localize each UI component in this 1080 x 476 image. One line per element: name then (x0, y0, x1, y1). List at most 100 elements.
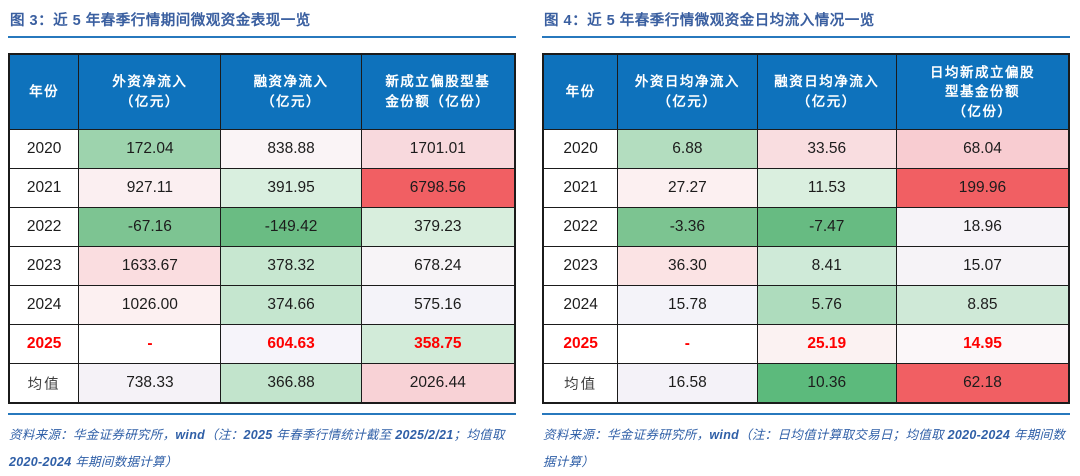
value-cell: 11.53 (756, 168, 897, 208)
table-row: 2025-25.19 14.95 (542, 324, 1070, 364)
column-header: 年份 (542, 53, 619, 130)
value-cell: 1701.01 (360, 129, 516, 169)
figure-4-table: 年份 外资日均净流入 （亿元） 融资日均净流入 （亿元） 日均新成立偏股 型基金份额 … (542, 53, 1070, 404)
source-note-text: （注： (205, 428, 244, 442)
figure-3-table-body: 2020 172.04 838.88 1701.01 2021 927.11 391.95 6… (8, 129, 516, 404)
table-row: 2023 36.30 8.41 15.07 (542, 246, 1070, 286)
value-cell: 5.76 (756, 285, 897, 325)
year-cell: 2025 (542, 324, 619, 364)
figure-3-title: 图 3：近 5 年春季行情期间微观资金表现一览 (8, 7, 516, 38)
value-cell: 199.96 (895, 168, 1070, 208)
table-row: 均值 738.33 366.88 2026.44 (8, 363, 516, 404)
source-note-text: 2025/2/21 (395, 428, 454, 442)
value-cell: 379.23 (360, 207, 516, 247)
column-header: 新成立偏股型基 金份额（亿份） (360, 53, 516, 130)
figure-4-title: 图 4：近 5 年春季行情微观资金日均流入情况一览 (542, 7, 1070, 38)
value-cell: 391.95 (220, 168, 362, 208)
year-cell: 2022 (8, 207, 80, 247)
year-cell: 2023 (542, 246, 619, 286)
value-cell: 8.41 (756, 246, 897, 286)
value-cell: 62.18 (895, 363, 1070, 404)
source-note-text: wind (175, 428, 206, 442)
table-row: 均值 16.58 10.36 62.18 (542, 363, 1070, 404)
year-cell: 2022 (542, 207, 619, 247)
source-note-text: 资料来源：华金证券研究所， (543, 428, 710, 442)
value-cell: 36.30 (617, 246, 758, 286)
value-cell: -67.16 (78, 207, 222, 247)
header-row: 年份 外资净流入 （亿元） 融资净流入 （亿元） 新成立偏股型基 金份额（亿份） (8, 53, 516, 130)
value-cell: 838.88 (220, 129, 362, 169)
table-row: 2023 1633.67 378.32 678.24 (8, 246, 516, 286)
value-cell: -149.42 (220, 207, 362, 247)
table-row: 2022 -3.36 -7.47 18.96 (542, 207, 1070, 247)
table-row: 2024 15.78 5.76 8.85 (542, 285, 1070, 325)
figure-3-panel: 图 3：近 5 年春季行情期间微观资金表现一览 年份 外资净流入 （亿元） 融资净流… (8, 7, 516, 476)
year-cell: 均值 (542, 363, 619, 404)
source-note-text: 年期间数据计算） (543, 428, 1066, 469)
source-note-text: 年期间数据计算） (71, 454, 178, 469)
year-cell: 2021 (542, 168, 619, 208)
value-cell: 8.85 (895, 285, 1070, 325)
header-row: 年份 外资日均净流入 （亿元） 融资日均净流入 （亿元） 日均新成立偏股 型基金份额 … (542, 53, 1070, 130)
value-cell: 1633.67 (78, 246, 222, 286)
table-row: 2022 -67.16 -149.42 379.23 (8, 207, 516, 247)
value-cell: 378.32 (220, 246, 362, 286)
table-row: 2025-604.63 358.75 (8, 324, 516, 364)
value-cell: 15.78 (617, 285, 758, 325)
value-cell: 366.88 (220, 363, 362, 404)
value-cell: 15.07 (895, 246, 1070, 286)
column-header: 日均新成立偏股 型基金份额 （亿份） (895, 53, 1070, 130)
value-cell: - (617, 324, 758, 364)
source-note-text: 2025 (243, 428, 273, 442)
value-cell: 374.66 (220, 285, 362, 325)
column-header: 外资净流入 （亿元） (78, 53, 222, 130)
value-cell: 6.88 (617, 129, 758, 169)
figure-3-source-note: 资料来源：华金证券研究所，wind（注：2025 年春季行情统计截至 2025/… (8, 413, 516, 476)
year-cell: 2024 (542, 285, 619, 325)
value-cell: 172.04 (78, 129, 222, 169)
column-header: 外资日均净流入 （亿元） (617, 53, 758, 130)
source-note-text: 年春季行情统计截至 (272, 428, 396, 442)
value-cell: 2026.44 (360, 363, 516, 404)
source-note-text: 资料来源：华金证券研究所， (9, 428, 176, 442)
value-cell: 575.16 (360, 285, 516, 325)
value-cell: 738.33 (78, 363, 222, 404)
value-cell: -3.36 (617, 207, 758, 247)
value-cell: 1026.00 (78, 285, 222, 325)
value-cell: 927.11 (78, 168, 222, 208)
source-note-text: 2020-2024 (947, 428, 1011, 442)
value-cell: 18.96 (895, 207, 1070, 247)
figure-3-table-header: 年份 外资净流入 （亿元） 融资净流入 （亿元） 新成立偏股型基 金份额（亿份） (8, 53, 516, 130)
value-cell: 68.04 (895, 129, 1070, 169)
table-row: 2020 6.88 33.56 68.04 (542, 129, 1070, 169)
column-header: 年份 (8, 53, 80, 130)
value-cell: 25.19 (756, 324, 897, 364)
table-row: 2024 1026.00 374.66 575.16 (8, 285, 516, 325)
value-cell: 678.24 (360, 246, 516, 286)
table-row: 2021 27.27 11.53 199.96 (542, 168, 1070, 208)
year-cell: 2020 (542, 129, 619, 169)
source-note-text: wind (709, 428, 740, 442)
value-cell: 6798.56 (360, 168, 516, 208)
year-cell: 2020 (8, 129, 80, 169)
year-cell: 2021 (8, 168, 80, 208)
column-header: 融资日均净流入 （亿元） (756, 53, 897, 130)
figure-3-table: 年份 外资净流入 （亿元） 融资净流入 （亿元） 新成立偏股型基 金份额（亿份） 20… (8, 53, 516, 404)
year-cell: 均值 (8, 363, 80, 404)
source-note-text: 2020-2024 (9, 454, 72, 469)
year-cell: 2024 (8, 285, 80, 325)
value-cell: 33.56 (756, 129, 897, 169)
value-cell: - (78, 324, 222, 364)
year-cell: 2023 (8, 246, 80, 286)
value-cell: 10.36 (756, 363, 897, 404)
source-note-text: ；均值取 (453, 428, 505, 442)
value-cell: 14.95 (895, 324, 1070, 364)
value-cell: 27.27 (617, 168, 758, 208)
value-cell: 604.63 (220, 324, 362, 364)
figure-4-table-header: 年份 外资日均净流入 （亿元） 融资日均净流入 （亿元） 日均新成立偏股 型基金份额 … (542, 53, 1070, 130)
figure-4-panel: 图 4：近 5 年春季行情微观资金日均流入情况一览 年份 外资日均净流入 （亿元）… (542, 7, 1070, 476)
table-row: 2020 172.04 838.88 1701.01 (8, 129, 516, 169)
figure-4-table-body: 2020 6.88 33.56 68.04 2021 27.27 11.53 199.96 20… (542, 129, 1070, 404)
value-cell: 16.58 (617, 363, 758, 404)
